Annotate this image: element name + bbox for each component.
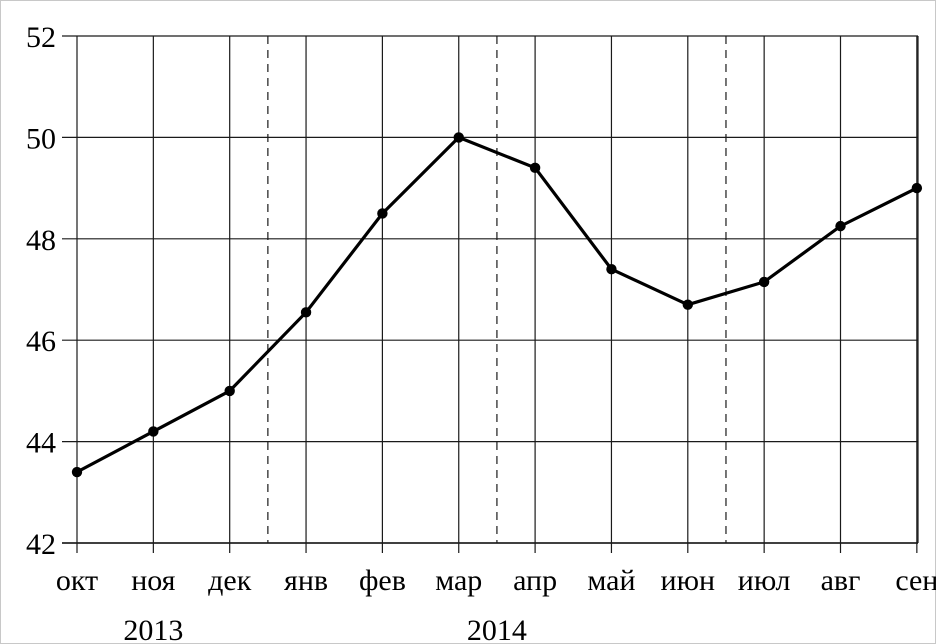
series-line-0 [75, 135, 919, 474]
data-point-янв [300, 307, 312, 318]
y-tick-label-42: 42 [26, 528, 56, 561]
y-tick-label-50: 50 [26, 122, 56, 155]
series [71, 132, 923, 478]
data-point-апр [529, 162, 541, 174]
data-point-июн [682, 299, 693, 310]
x-tick-label-0: окт [56, 564, 98, 597]
x-tick-label-7: май [587, 564, 635, 597]
y-tick-label-46: 46 [26, 325, 56, 358]
data-point-май [606, 264, 617, 275]
y-tick-label-48: 48 [26, 224, 56, 257]
year-label-2013: 2013 [123, 614, 183, 644]
data-point-дек [224, 385, 235, 397]
y-tick-label-52: 52 [26, 21, 56, 54]
x-tick-label-8: июн [661, 564, 716, 597]
data-point-авг [835, 220, 846, 232]
x-tick-label-4: фев [359, 564, 406, 597]
x-tick-label-1: ноя [131, 564, 175, 597]
year-labels: 2013 2014 [123, 614, 527, 644]
x-tick-label-9: июл [738, 564, 791, 597]
data-point-окт [71, 466, 83, 478]
data-point-июл [758, 276, 770, 288]
x-tick-label-2: дек [208, 564, 252, 597]
y-tick-label-44: 44 [26, 427, 56, 460]
x-tick-label-11: сен [895, 564, 936, 597]
data-point-сен [911, 182, 923, 194]
x-axis-tick-labels: окт ноя дек янв фев мар апр май июн июл авг сен [56, 564, 936, 597]
x-tick-label-6: апр [513, 564, 557, 597]
grid [62, 35, 919, 553]
year-label-2014: 2014 [467, 614, 527, 644]
x-tick-label-10: авг [821, 564, 861, 597]
x-tick-label-5: мар [435, 564, 482, 597]
data-point-ноя [148, 426, 159, 437]
x-tick-label-3: янв [284, 564, 328, 597]
data-point-мар [453, 132, 464, 143]
y-axis-tick-labels: 42 44 46 48 50 52 [26, 21, 56, 561]
data-point-фев [377, 208, 388, 219]
